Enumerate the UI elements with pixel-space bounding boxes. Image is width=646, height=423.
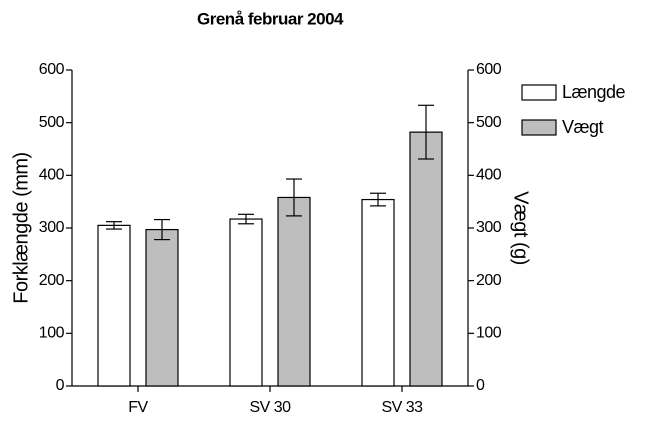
chart-title: Grenå februar 2004	[197, 9, 344, 28]
bar	[229, 218, 263, 387]
y2-tick-label: 500	[476, 114, 502, 131]
x-tick-label: SV 30	[249, 399, 291, 416]
y-tick-label: 600	[39, 61, 65, 78]
bar	[97, 224, 131, 387]
bar	[361, 198, 395, 387]
legend-label: Vægt	[562, 117, 604, 137]
bar	[277, 196, 311, 387]
y2-tick-label: 600	[476, 61, 502, 78]
y-tick-label: 200	[39, 272, 65, 289]
y2-tick-label: 200	[476, 272, 502, 289]
y-axis-label: Forklængde (mm)	[10, 152, 32, 303]
legend-swatch	[521, 119, 557, 136]
y2-tick-label: 100	[476, 325, 502, 342]
bar	[409, 131, 443, 387]
x-tick-label: SV 33	[381, 399, 423, 416]
y-tick-label: 0	[56, 377, 65, 394]
y2-tick-label: 0	[476, 377, 485, 394]
y2-axis-label: Vægt (g)	[510, 191, 532, 265]
bar	[145, 228, 179, 387]
y2-tick-label: 400	[476, 167, 502, 184]
legend-label: Længde	[562, 82, 626, 102]
y-tick-label: 500	[39, 114, 65, 131]
y-tick-label: 400	[39, 167, 65, 184]
y-tick-label: 100	[39, 325, 65, 342]
y2-tick-label: 300	[476, 219, 502, 236]
legend-swatch	[521, 84, 557, 101]
x-tick-label: FV	[128, 399, 148, 416]
y-tick-label: 300	[39, 219, 65, 236]
